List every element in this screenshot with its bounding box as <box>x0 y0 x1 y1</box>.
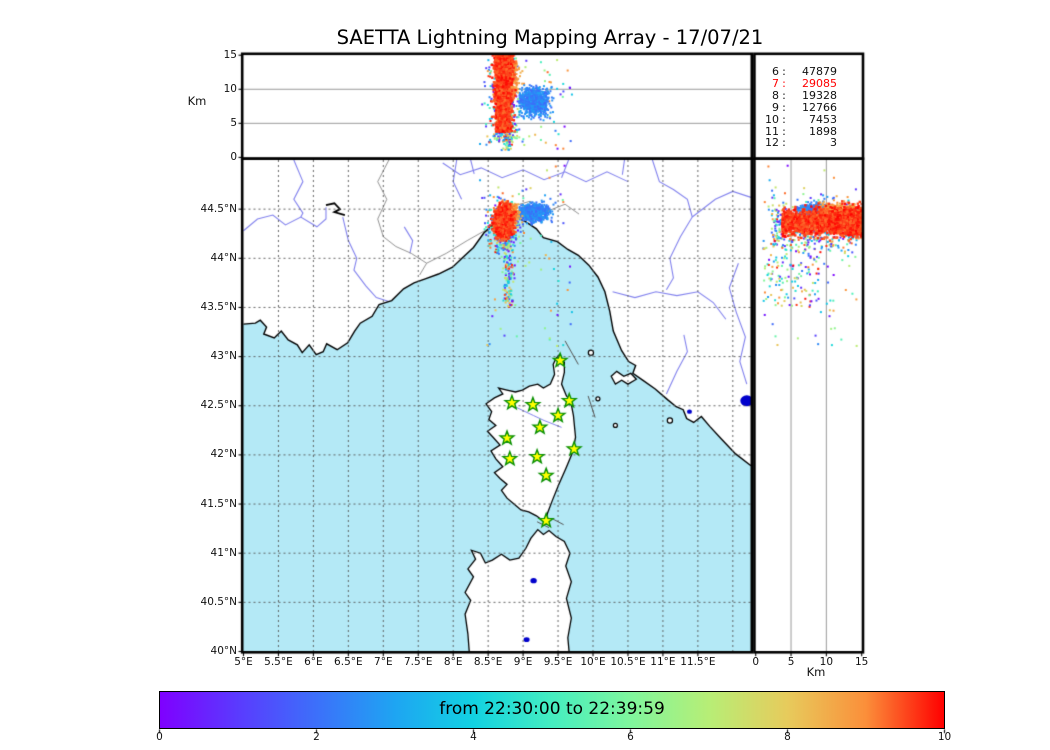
longitude-tick: 10°E <box>580 656 606 668</box>
colorbar-tick: 0 <box>156 731 163 743</box>
legend-row: 9:12766 <box>772 100 837 114</box>
top-panel-altitude-tick: 15 <box>223 48 237 61</box>
latitude-tick: 41.5°N <box>200 497 237 510</box>
latitude-tick: 44.5°N <box>200 202 237 215</box>
longitude-tick: 7.5°E <box>403 656 433 668</box>
colorbar-time-window-label: from 22:30:00 to 22:39:59 <box>439 698 665 719</box>
longitude-tick: 11°E <box>650 656 676 668</box>
colorbar-tick: 10 <box>937 731 952 743</box>
colorbar-tick: 4 <box>470 731 477 743</box>
colorbar-tick: 2 <box>313 731 320 743</box>
longitude-tick: 6°E <box>304 656 323 668</box>
top-panel-altitude-tick: 10 <box>223 82 237 95</box>
legend-row: 8:19328 <box>772 88 837 102</box>
top-panel-altitude-tick: 0 <box>230 150 237 163</box>
latitude-tick: 43°N <box>210 350 237 363</box>
top-panel-altitude-tick: 5 <box>230 116 237 129</box>
longitude-tick: 8.5°E <box>473 656 503 668</box>
latitude-tick: 40.5°N <box>200 595 237 608</box>
legend-row: 6:47879 <box>772 65 837 78</box>
longitude-tick: 5°E <box>234 656 253 668</box>
longitude-tick: 9°E <box>513 656 533 668</box>
latitude-tick: 42°N <box>210 448 237 461</box>
right-panel-altitude-tick: 5 <box>787 656 795 668</box>
latitude-tick: 44°N <box>210 251 237 264</box>
latitude-tick: 43.5°N <box>200 300 237 313</box>
legend-row: 11:1898 <box>765 124 837 138</box>
latitude-tick: 42.5°N <box>200 399 237 412</box>
longitude-tick: 7°E <box>374 656 393 668</box>
right-panel-altitude-tick: 15 <box>855 656 869 668</box>
colorbar-tick: 8 <box>784 731 791 743</box>
longitude-tick: 11.5°E <box>680 656 716 668</box>
longitude-tick: 5.5°E <box>264 656 293 668</box>
right-panel-altitude-tick: 10 <box>819 656 834 668</box>
latitude-tick: 41°N <box>210 546 237 559</box>
altitude-axis-label-bottom: Km <box>806 665 826 679</box>
altitude-axis-label-left: Km <box>187 94 207 108</box>
page-title: SAETTA Lightning Mapping Array - 17/07/2… <box>336 26 764 49</box>
longitude-tick: 9.5°E <box>543 656 573 668</box>
longitude-tick: 10.5°E <box>610 656 646 668</box>
longitude-tick: 6.5°E <box>334 656 363 668</box>
colorbar-tick: 6 <box>627 731 634 743</box>
legend-row: 7:29085 <box>772 76 837 90</box>
legend-row: 12:3 <box>765 136 837 150</box>
legend-row: 10:7453 <box>765 112 837 126</box>
time-colorbar: from 22:30:00 to 22:39:59 <box>158 690 946 730</box>
longitude-tick: 8°E <box>443 656 463 668</box>
source-count-legend: 6:47879 7:29085 8:19328 9:12766 10:7453 11:18… <box>757 66 837 149</box>
right-panel-altitude-tick: 0 <box>752 656 760 668</box>
latitude-tick: 40°N <box>210 645 237 657</box>
